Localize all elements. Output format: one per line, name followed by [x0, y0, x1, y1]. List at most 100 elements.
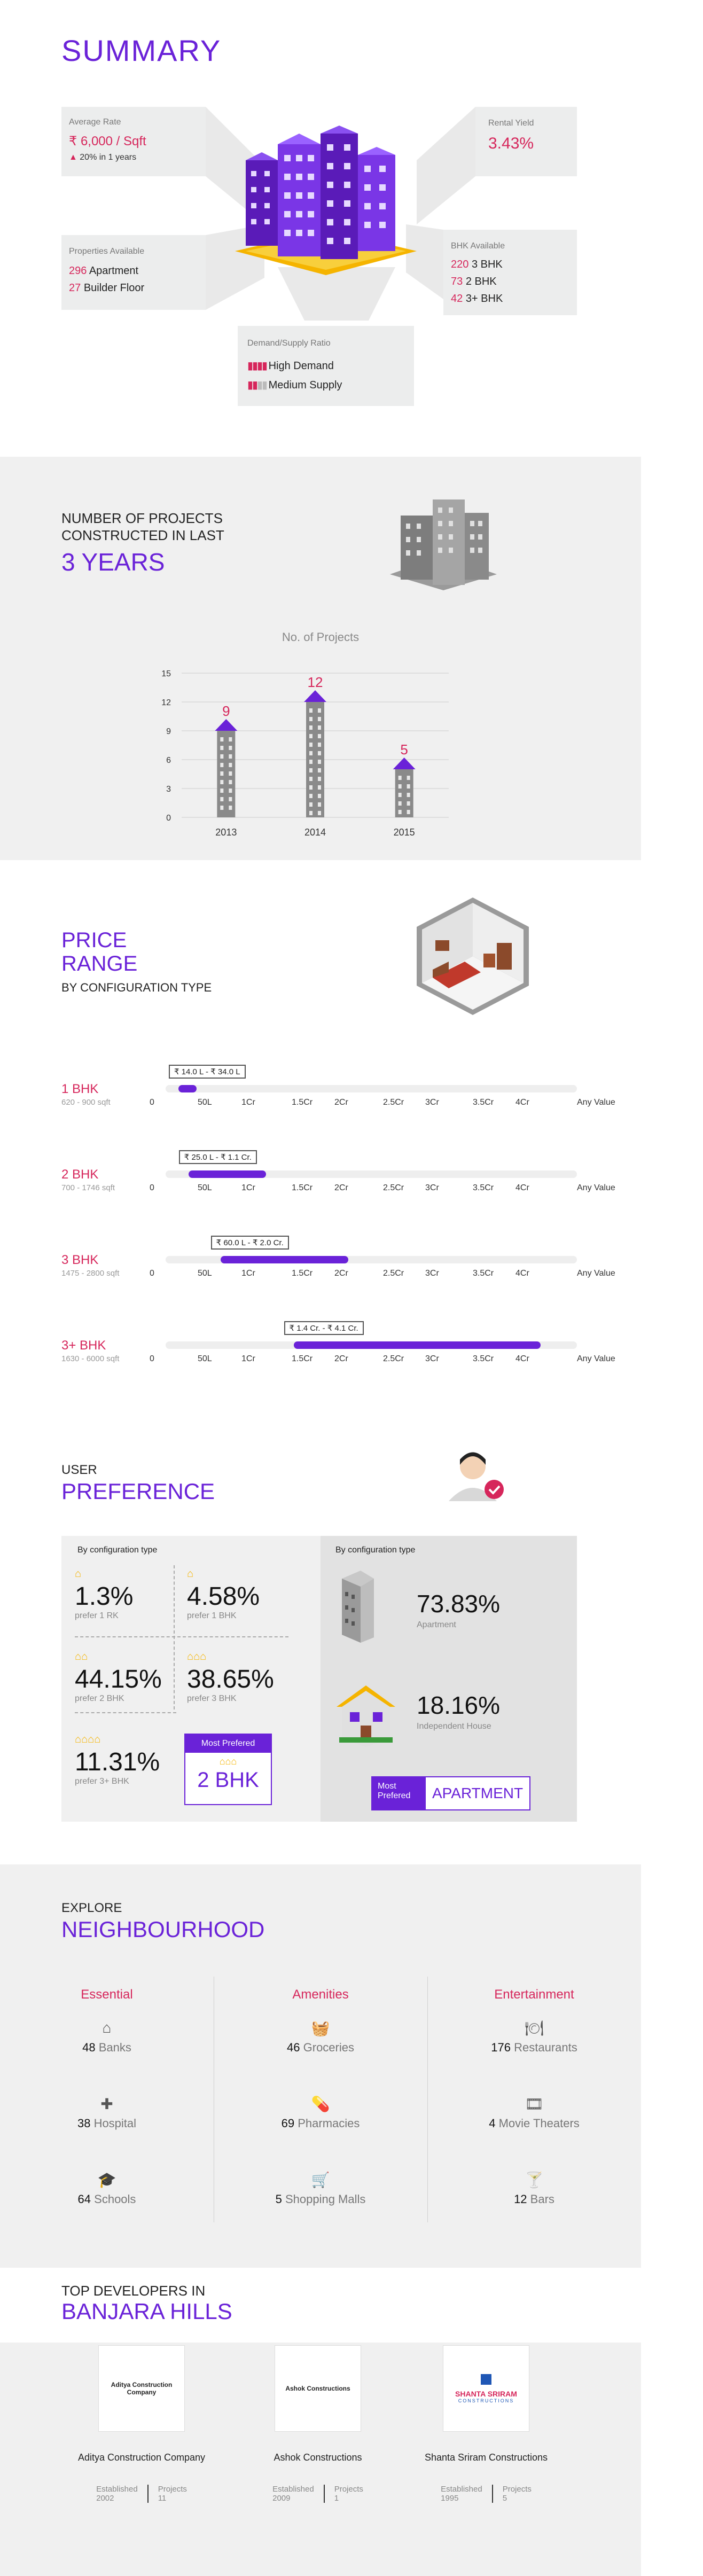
- price-row: 3+ BHK 1630 - 6000 sqft ₹ 1.4 Cr. - ₹ 4.1 …: [0, 1321, 641, 1381]
- scale-label: 2.5Cr: [383, 1269, 404, 1278]
- nb-item[interactable]: ⌂ 48 Banks: [0, 2019, 214, 2055]
- nb-item-count: 176: [491, 2041, 511, 2054]
- price-row-area: 620 - 900 sqft: [61, 1098, 111, 1107]
- properties-item-apartment: 296 Apartment: [69, 265, 139, 277]
- nb-item-text: 69 Pharmacies: [214, 2117, 427, 2130]
- bar-window: [309, 794, 313, 798]
- established-value: 2002: [96, 2494, 114, 2503]
- bar-window: [407, 801, 410, 806]
- projects-label: Projects: [158, 2485, 187, 2494]
- nb-item[interactable]: 💊 69 Pharmacies: [214, 2095, 427, 2130]
- developer-projects: Projects 5: [493, 2485, 532, 2503]
- bhk-available-label: BHK Available: [451, 241, 505, 251]
- nb-item[interactable]: 🎓 64 Schools: [0, 2171, 214, 2206]
- developer-card[interactable]: Aditya Construction Company Aditya Constr…: [53, 2345, 230, 2503]
- nb-item-count: 4: [489, 2117, 496, 2130]
- bar-window: [318, 811, 321, 815]
- most-preferred-type-badge: Most Prefered APARTMENT: [371, 1776, 531, 1810]
- price-row: 3 BHK 1475 - 2800 sqft ₹ 60.0 L - ₹ 2.0 Cr…: [0, 1236, 641, 1295]
- apartment-building-icon: [342, 1571, 374, 1643]
- nb-item-name: Bars: [530, 2192, 554, 2206]
- bar-window: [407, 776, 410, 780]
- scale-label: 1.5Cr: [292, 1354, 313, 1363]
- bhk-item-2bhk: 73 2 BHK: [451, 276, 497, 287]
- x-tick-label: 2013: [215, 827, 237, 838]
- bar-window: [398, 801, 402, 806]
- pref-value: 4.58%: [187, 1582, 260, 1611]
- nb-item[interactable]: 🎞 4 Movie Theaters: [427, 2095, 641, 2130]
- price-track: [166, 1085, 577, 1092]
- right-panel-header: By configuration type: [335, 1545, 416, 1555]
- film-icon: 🎞: [525, 2096, 544, 2112]
- bar-window: [318, 777, 321, 781]
- preference-left-panel: By configuration type ⌂ 1.3% prefer 1 RK ⌂ 4…: [61, 1536, 321, 1822]
- bar-window: [220, 737, 224, 741]
- grey-buildings-illustration: [390, 499, 497, 590]
- x-tick-label: 2014: [304, 827, 326, 838]
- rental-yield-box: Rental Yield 3.43%: [475, 107, 577, 176]
- price-range-tag: ₹ 60.0 L - ₹ 2.0 Cr.: [210, 1236, 289, 1250]
- bar-window: [407, 784, 410, 789]
- properties-available-box: Properties Available 296 Apartment 27 Bu…: [61, 235, 206, 310]
- nb-item[interactable]: ✚ 38 Hospital: [0, 2095, 214, 2130]
- bar-window: [229, 771, 232, 776]
- price-title-2: RANGE: [61, 952, 138, 975]
- nb-column-entertainment: Entertainment 🍽 176 Restaurants 🎞 4 Movie Th…: [427, 1987, 641, 2233]
- x-tick-label: 2015: [394, 827, 415, 838]
- nb-item-text: 38 Hospital: [0, 2117, 214, 2130]
- bar-window: [229, 780, 232, 784]
- type-apartment-label: Apartment: [417, 1620, 456, 1629]
- average-rate-change: ▲ 20% in 1 years: [69, 153, 137, 162]
- nb-column-amenities: Amenities 🧺 46 Groceries 💊 69 Pharmacies 🛒 5 S…: [214, 1987, 427, 2233]
- scale-label: 1.5Cr: [292, 1183, 313, 1192]
- bar-window: [229, 763, 232, 767]
- pref-vertical-divider: [174, 1565, 175, 1709]
- trend-up-icon: ▲: [69, 153, 80, 162]
- pref-cell: ⌂⌂⌂⌂ 11.31% prefer 3+ BHK: [75, 1734, 171, 1786]
- scale-label: 1Cr: [241, 1269, 255, 1278]
- scale-label: 1Cr: [241, 1098, 255, 1107]
- scale-label: 4Cr: [515, 1183, 529, 1192]
- nb-item[interactable]: 🛒 5 Shopping Malls: [214, 2171, 427, 2206]
- buildings-illustration: [235, 126, 417, 275]
- bar-window: [309, 777, 313, 781]
- projects-value: 5: [502, 2494, 507, 2503]
- price-track: [166, 1170, 577, 1178]
- projects-heading-line2: CONSTRUCTED IN LAST: [61, 527, 224, 543]
- scale-label: 50L: [198, 1183, 212, 1192]
- preference-title-small: USER: [61, 1463, 97, 1477]
- bar-roof: [215, 719, 238, 731]
- house-icons: ⌂⌂⌂: [187, 1651, 207, 1662]
- neighbourhood-section: EXPLORE NEIGHBOURHOOD Essential ⌂ 48 Banks…: [0, 1864, 641, 2268]
- nb-item[interactable]: 🧺 46 Groceries: [214, 2019, 427, 2055]
- scale-label: 0: [150, 1183, 154, 1192]
- developer-logo-subtext: CONSTRUCTIONS: [458, 2398, 514, 2403]
- developer-stats: Established 1995 Projects 5: [398, 2485, 574, 2503]
- bar-window: [220, 754, 224, 759]
- house-icons: ⌂: [75, 1568, 82, 1580]
- bar-window: [220, 763, 224, 767]
- developer-card[interactable]: SHANTA SRIRAM CONSTRUCTIONS Shanta Sriram …: [398, 2345, 574, 2503]
- most-preferred-bhk-label: Most Prefered: [185, 1735, 271, 1753]
- pref-label: prefer 3 BHK: [187, 1694, 237, 1703]
- scale-label: 2Cr: [334, 1269, 348, 1278]
- bar-window: [309, 811, 313, 815]
- developer-stats: Established 2002 Projects 11: [53, 2485, 230, 2503]
- summary-title: SUMMARY: [61, 34, 222, 67]
- house-icons: ⌂⌂⌂⌂: [75, 1734, 101, 1745]
- house-icons: ⌂: [187, 1568, 194, 1580]
- bhk-item-3plus: 42 3+ BHK: [451, 293, 503, 305]
- scale-label: 1.5Cr: [292, 1269, 313, 1278]
- nb-item[interactable]: 🍽 176 Restaurants: [427, 2019, 641, 2055]
- nb-item-text: 176 Restaurants: [427, 2041, 641, 2055]
- developer-card[interactable]: Ashok Constructions Ashok Constructions Es…: [230, 2345, 406, 2503]
- summary-section: SUMMARY Average Rate ₹ 6,000 / Sqft ▲ 20…: [0, 0, 641, 438]
- nb-item-text: 48 Banks: [0, 2041, 214, 2055]
- data-label: 12: [308, 674, 323, 690]
- nb-column-title: Amenities: [292, 1987, 349, 2002]
- scale-label: 0: [150, 1354, 154, 1363]
- scale-label: 2Cr: [334, 1354, 348, 1363]
- nb-item[interactable]: 🍸 12 Bars: [427, 2171, 641, 2206]
- nb-item-count: 12: [514, 2192, 527, 2206]
- most-preferred-type-label: Most Prefered: [372, 1777, 426, 1809]
